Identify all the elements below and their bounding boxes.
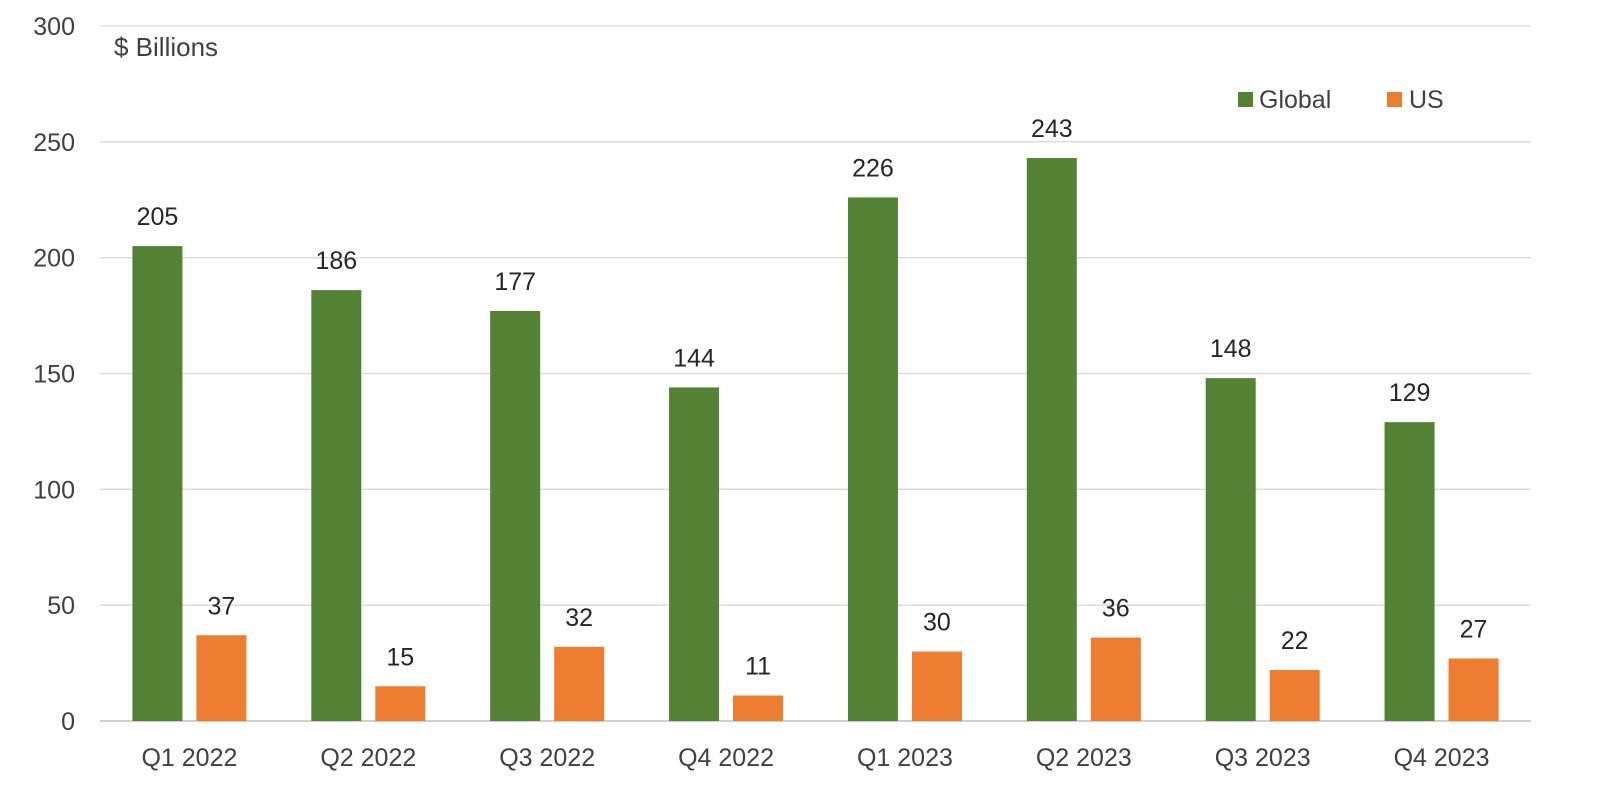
y-tick-label-250: 250 bbox=[33, 129, 75, 157]
bar-global-q3-2023 bbox=[1205, 378, 1256, 721]
data-label-us-q2-2023: 36 bbox=[1102, 595, 1130, 623]
data-label-us-q3-2023: 22 bbox=[1281, 627, 1309, 655]
data-label-us-q4-2022: 11 bbox=[745, 653, 771, 681]
bar-us-q1-2022 bbox=[196, 635, 247, 721]
x-tick-label-q3-2023: Q3 2023 bbox=[1215, 744, 1311, 772]
bar-global-q4-2023 bbox=[1384, 422, 1435, 721]
y-tick-label-300: 300 bbox=[33, 13, 75, 41]
bar-global-q2-2023 bbox=[1026, 158, 1077, 722]
legend-label-global: Global bbox=[1259, 86, 1331, 114]
data-label-global-q1-2023: 226 bbox=[852, 154, 894, 182]
bar-us-q4-2022 bbox=[733, 695, 784, 721]
y-axis-tick-labels: 0 50 100 150 200 250 300 bbox=[33, 13, 75, 736]
data-label-global-q2-2023: 243 bbox=[1031, 115, 1073, 143]
data-label-us-q2-2022: 15 bbox=[386, 643, 414, 671]
data-label-us-q1-2022: 37 bbox=[208, 592, 236, 620]
data-label-global-q2-2022: 186 bbox=[315, 247, 357, 275]
data-label-us-q3-2022: 32 bbox=[565, 604, 593, 632]
data-labels: 205 37 186 15 177 32 144 11 226 30 243 36 148 22 129 27 bbox=[137, 115, 1488, 680]
bar-global-q1-2023 bbox=[847, 197, 898, 721]
y-tick-label-50: 50 bbox=[47, 592, 75, 620]
x-axis-tick-labels: Q1 2022 Q2 2022 Q3 2022 Q4 2022 Q1 2023 Q2 20… bbox=[141, 744, 1489, 772]
bar-us-q3-2022 bbox=[554, 646, 605, 721]
legend-swatch-global bbox=[1238, 92, 1253, 107]
x-tick-label-q3-2022: Q3 2022 bbox=[499, 744, 595, 772]
x-tick-label-q4-2023: Q4 2023 bbox=[1394, 744, 1490, 772]
data-label-us-q4-2023: 27 bbox=[1460, 615, 1488, 643]
x-tick-label-q1-2023: Q1 2023 bbox=[857, 744, 953, 772]
data-label-global-q4-2023: 129 bbox=[1389, 379, 1431, 407]
y-tick-label-150: 150 bbox=[33, 361, 75, 389]
bar-us-q4-2023 bbox=[1448, 658, 1499, 721]
x-tick-label-q2-2023: Q2 2023 bbox=[1036, 744, 1132, 772]
legend: Global US bbox=[1238, 86, 1444, 114]
bar-global-q3-2022 bbox=[490, 310, 541, 721]
y-tick-label-0: 0 bbox=[61, 708, 75, 736]
bar-us-q2-2023 bbox=[1090, 637, 1141, 721]
y-axis-unit-label: $ Billions bbox=[114, 32, 218, 62]
y-tick-label-200: 200 bbox=[33, 245, 75, 273]
bar-global-q1-2022 bbox=[132, 246, 183, 722]
legend-label-us: US bbox=[1409, 86, 1444, 114]
legend-swatch-us bbox=[1387, 92, 1402, 107]
data-label-global-q4-2022: 144 bbox=[673, 344, 715, 372]
data-label-global-q1-2022: 205 bbox=[137, 203, 179, 231]
data-label-global-q3-2022: 177 bbox=[494, 268, 536, 296]
y-tick-label-100: 100 bbox=[33, 476, 75, 504]
bar-global-q4-2022 bbox=[669, 387, 720, 721]
x-tick-label-q2-2022: Q2 2022 bbox=[320, 744, 416, 772]
data-label-global-q3-2023: 148 bbox=[1210, 335, 1252, 363]
data-label-us-q1-2023: 30 bbox=[923, 609, 951, 637]
bar-us-q2-2022 bbox=[375, 686, 426, 721]
bar-global-q2-2022 bbox=[311, 290, 362, 721]
x-tick-label-q4-2022: Q4 2022 bbox=[678, 744, 774, 772]
bars bbox=[132, 158, 1499, 722]
bar-us-q1-2023 bbox=[911, 651, 962, 721]
bar-us-q3-2023 bbox=[1269, 670, 1320, 721]
x-tick-label-q1-2022: Q1 2022 bbox=[141, 744, 237, 772]
